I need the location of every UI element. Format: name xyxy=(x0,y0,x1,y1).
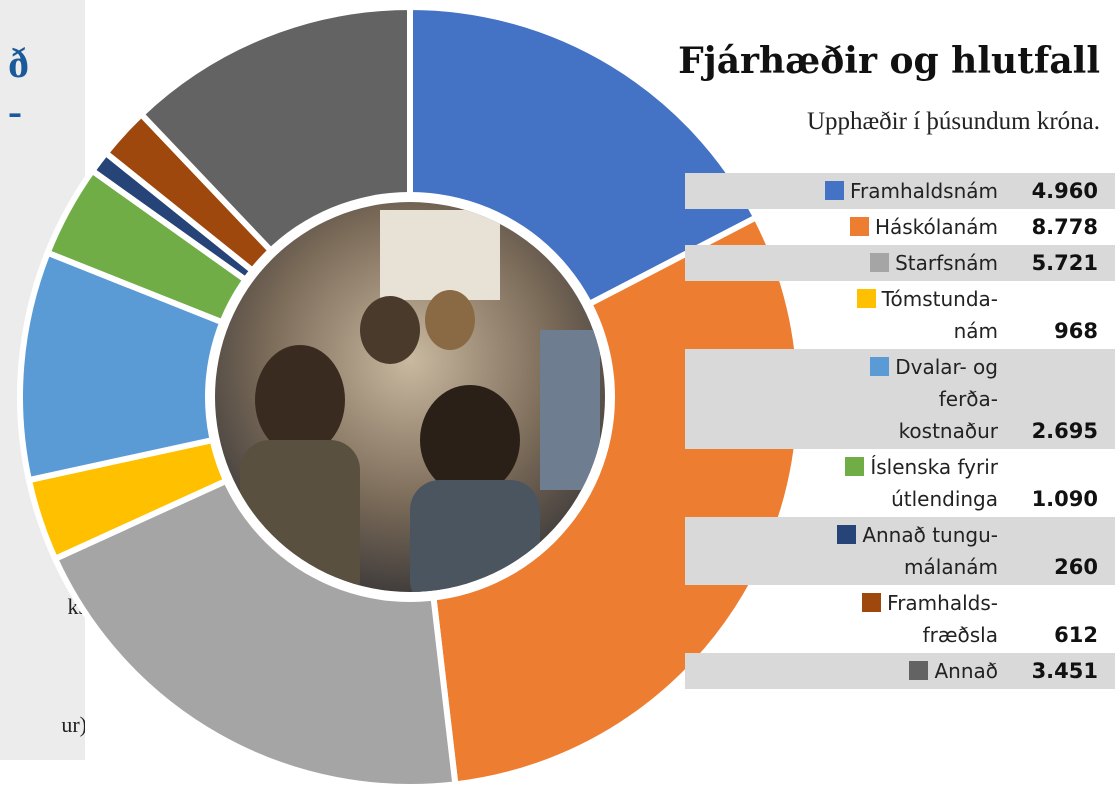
legend-swatch xyxy=(845,457,865,476)
legend-label: Íslenska fyrir útlendinga xyxy=(870,455,998,511)
legend-row: Tómstunda- nám 968 xyxy=(685,281,1115,349)
value-label: 4.960 xyxy=(1031,179,1098,203)
value-label: 2.695 xyxy=(1031,419,1098,443)
legend-row: Íslenska fyrir útlendinga 1.090 xyxy=(685,449,1115,517)
legend-label: Starfsnám xyxy=(895,251,998,275)
photo xyxy=(215,202,605,592)
legend-row: Framhalds- fræðsla 612 xyxy=(685,585,1115,653)
legend-label: Framhalds- fræðsla xyxy=(887,591,998,647)
legend-label: Tómstunda- nám xyxy=(881,287,998,343)
legend-swatch xyxy=(870,253,890,272)
legend-row: Starfsnám 5.721 xyxy=(685,245,1115,281)
legend-swatch xyxy=(909,661,929,680)
legend-entry: Framhalds- fræðsla xyxy=(862,587,998,651)
value-label: 8.778 xyxy=(1031,215,1098,239)
legend-label: Dvalar- og ferða- kostnaður xyxy=(895,355,998,443)
legend-row: Dvalar- og ferða- kostnaður 2.695 xyxy=(685,349,1115,449)
legend-row: Framhaldsnám 4.960 xyxy=(685,173,1115,209)
value-label: 260 xyxy=(1054,555,1098,579)
legend-entry: Háskólanám xyxy=(849,211,998,243)
value-label: 612 xyxy=(1054,623,1098,647)
legend-label: Framhaldsnám xyxy=(849,179,998,203)
value-label: 1.090 xyxy=(1031,487,1098,511)
chart-title: Fjárhæðir og hlutfall xyxy=(678,40,1100,82)
legend-entry: Annað tungu- málanám xyxy=(837,519,998,583)
legend-entry: Starfsnám xyxy=(870,247,998,279)
legend-entry: Annað xyxy=(909,655,998,687)
value-label: 5.721 xyxy=(1031,251,1098,275)
legend-row: Annað 3.451 xyxy=(685,653,1115,689)
legend-swatch xyxy=(870,357,890,376)
legend-swatch xyxy=(837,525,857,544)
legend-entry: Tómstunda- nám xyxy=(856,283,998,347)
legend-swatch xyxy=(849,217,869,236)
legend-row: Háskólanám 8.778 xyxy=(685,209,1115,245)
chart-subtitle: Upphæðir í þúsundum króna. xyxy=(806,108,1100,135)
value-label: 3.451 xyxy=(1031,659,1098,683)
value-label: 968 xyxy=(1054,319,1098,343)
legend: Framhaldsnám 4.960 Háskólanám 8.778 Starfsná… xyxy=(685,173,1115,689)
sidebar-heading: - xyxy=(8,89,22,135)
legend-row: Annað tungu- málanám 260 xyxy=(685,517,1115,585)
sidebar-heading: ð xyxy=(8,41,29,87)
legend-swatch xyxy=(856,289,876,308)
legend-label: Annað tungu- málanám xyxy=(862,523,998,579)
legend-swatch xyxy=(862,593,882,612)
legend-entry: Dvalar- og ferða- kostnaður xyxy=(870,351,998,447)
legend-swatch xyxy=(824,181,844,200)
legend-label: Háskólanám xyxy=(874,215,998,239)
legend-label: Annað xyxy=(934,659,998,683)
sidebar-text: ur) xyxy=(61,712,85,737)
legend-entry: Íslenska fyrir útlendinga xyxy=(845,451,998,515)
legend-entry: Framhaldsnám xyxy=(824,175,998,207)
